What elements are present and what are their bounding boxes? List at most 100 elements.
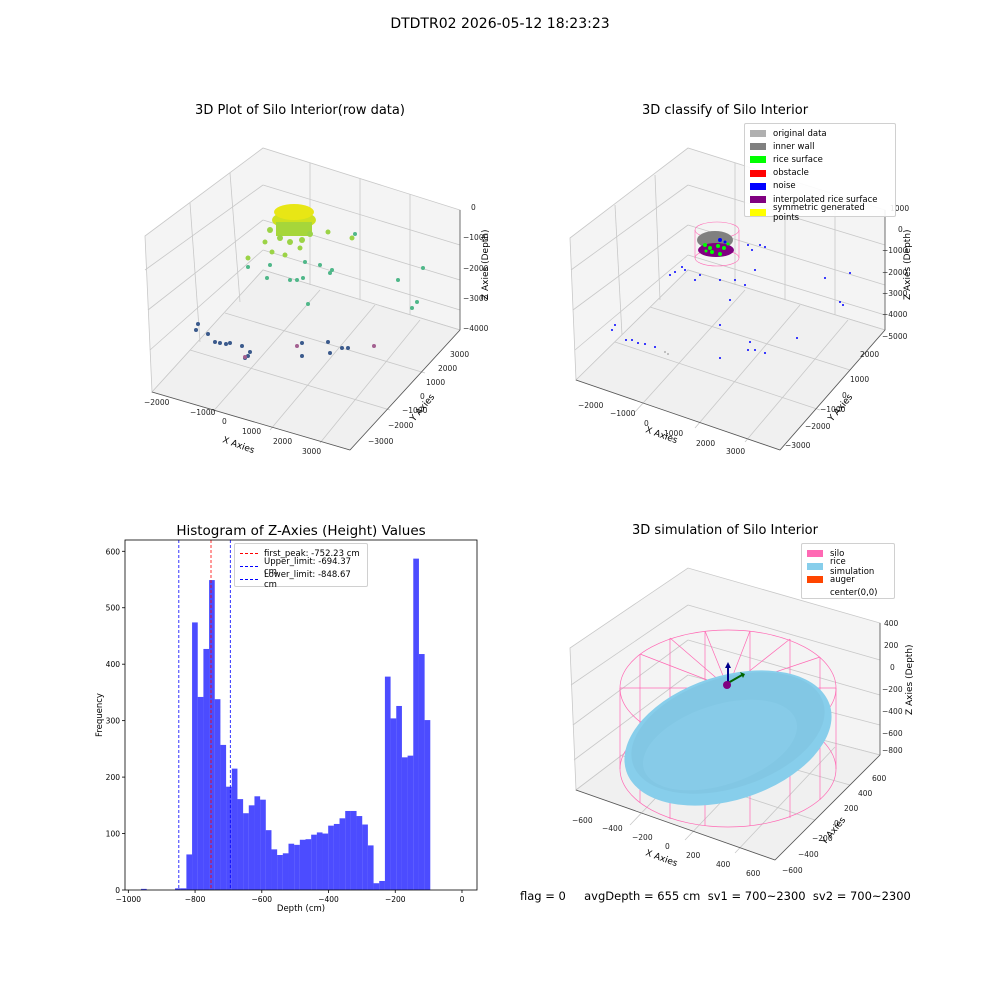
legend-swatch bbox=[807, 550, 823, 558]
legend-item: Upper_limit: -694.37 cm bbox=[240, 557, 362, 577]
histogram-bar bbox=[141, 888, 147, 890]
classify-ztick: 0 bbox=[898, 225, 903, 234]
histogram-bar bbox=[373, 883, 380, 890]
raw-ytick: −3000 bbox=[368, 437, 394, 446]
histogram-bar bbox=[248, 805, 255, 890]
histogram-bar bbox=[186, 854, 193, 890]
histogram-xtick-label: 0 bbox=[460, 895, 465, 904]
histogram-bar bbox=[237, 799, 244, 890]
histogram-ylabel: Frequency bbox=[95, 693, 105, 737]
simulation-ytick: 200 bbox=[844, 804, 859, 813]
histogram-bar bbox=[214, 699, 221, 890]
raw-scatter-points bbox=[246, 232, 425, 310]
histogram-ytick-label: 100 bbox=[106, 830, 121, 839]
legend-swatch bbox=[750, 182, 766, 190]
simulation-panel-title: 3D simulation of Silo Interior bbox=[632, 523, 818, 538]
histogram-bar bbox=[299, 839, 306, 890]
histogram-ytick-label: 600 bbox=[106, 547, 121, 556]
simulation-ytick: −200 bbox=[812, 834, 833, 843]
raw-panel-title: 3D Plot of Silo Interior(row data) bbox=[195, 103, 405, 118]
histogram-bar bbox=[345, 810, 351, 890]
classify-ztick: −1000 bbox=[882, 246, 908, 255]
histogram-xtick-label: −1000 bbox=[116, 895, 142, 904]
simulation-xtick: −600 bbox=[572, 816, 593, 825]
simulation-ytick: 600 bbox=[872, 774, 887, 783]
legend-item: first_peak: -752.23 cm bbox=[240, 547, 362, 560]
histogram-bar bbox=[260, 799, 266, 890]
legend-item: rice simulation bbox=[807, 557, 889, 577]
classify-ytick: −1000 bbox=[820, 405, 846, 414]
raw-ytick: −2000 bbox=[388, 421, 414, 430]
classify-ztick: 1000 bbox=[890, 204, 909, 213]
histogram-bar bbox=[396, 705, 402, 890]
classify-xtick: 3000 bbox=[726, 447, 745, 456]
legend-line bbox=[240, 553, 258, 555]
classify-ytick: 1000 bbox=[850, 375, 869, 384]
raw-3d-plot: −2000 −1000 0 1000 2000 3000 3000 2000 1… bbox=[144, 147, 491, 456]
legend-item: auger bbox=[807, 573, 889, 586]
histogram-bar bbox=[226, 786, 232, 890]
histogram-ytick-label: 300 bbox=[106, 717, 121, 726]
histogram-bar bbox=[333, 823, 340, 890]
legend-item: noise bbox=[750, 180, 890, 193]
histogram-bar bbox=[265, 830, 272, 890]
classify-xtick: 0 bbox=[644, 419, 649, 428]
raw-ztick: −3000 bbox=[463, 294, 489, 303]
histogram-bar bbox=[328, 825, 334, 890]
raw-xtick: −2000 bbox=[144, 398, 170, 407]
histogram-xtick-label: −200 bbox=[385, 895, 406, 904]
histogram-ytick-label: 500 bbox=[106, 604, 121, 613]
legend-item: Lower_limit: -848.67 cm bbox=[240, 570, 362, 590]
histogram-bar bbox=[231, 768, 238, 890]
classify-ztick: −4000 bbox=[882, 310, 908, 319]
classify-xtick: 2000 bbox=[696, 439, 715, 448]
histogram-bar bbox=[339, 818, 346, 890]
histogram-bar bbox=[288, 843, 295, 890]
simulation-xtick: 0 bbox=[665, 842, 670, 851]
histogram-bar bbox=[367, 845, 374, 890]
legend-line bbox=[240, 566, 258, 568]
histogram-bar bbox=[175, 888, 181, 890]
classify-xtick: −1000 bbox=[610, 409, 636, 418]
histogram-ytick-label: 0 bbox=[115, 886, 120, 895]
histogram-frame bbox=[124, 539, 478, 891]
histogram-title: Histogram of Z-Axies (Height) Values bbox=[176, 523, 426, 539]
histogram-bar bbox=[243, 813, 249, 890]
legend-item: original data bbox=[750, 127, 890, 140]
simulation-xlabel: X Axies bbox=[644, 848, 679, 869]
simulation-ztick: 400 bbox=[884, 619, 899, 628]
histogram-bar bbox=[418, 654, 425, 890]
simulation-ztick: −400 bbox=[882, 707, 903, 716]
histogram-bar bbox=[424, 720, 431, 890]
raw-ztick: −1000 bbox=[463, 233, 489, 242]
histogram-bar bbox=[356, 816, 363, 890]
simulation-legend: silo rice simulation auger center(0,0) bbox=[801, 543, 895, 599]
raw-xtick: −1000 bbox=[190, 408, 216, 417]
simulation-ztick: −800 bbox=[882, 746, 903, 755]
raw-ztick: 0 bbox=[471, 203, 476, 212]
legend-item: obstacle bbox=[750, 167, 890, 180]
classify-ytick: 2000 bbox=[860, 350, 879, 359]
simulation-ytick: 400 bbox=[858, 789, 873, 798]
simulation-ztick: 200 bbox=[884, 641, 899, 650]
raw-xtick: 0 bbox=[222, 417, 227, 426]
histogram-bar bbox=[413, 558, 419, 890]
histogram-bar bbox=[322, 833, 329, 890]
histogram-ytick-label: 400 bbox=[106, 660, 121, 669]
classify-ztick: −2000 bbox=[882, 268, 908, 277]
figure-title: DTDTR02 2026-05-12 18:23:23 bbox=[390, 16, 610, 32]
histogram-bar bbox=[350, 810, 357, 890]
classify-panel-title: 3D classify of Silo Interior bbox=[641, 103, 809, 118]
legend-swatch bbox=[750, 130, 766, 138]
simulation-ytick: −600 bbox=[782, 866, 803, 875]
histogram-bar bbox=[311, 834, 317, 890]
raw-xtick: 1000 bbox=[242, 427, 261, 436]
classify-ytick: −2000 bbox=[805, 422, 831, 431]
simulation-xtick: 200 bbox=[686, 851, 701, 860]
legend-swatch bbox=[750, 209, 766, 217]
legend-item: symmetric generated points bbox=[750, 203, 890, 223]
raw-ytick: 2000 bbox=[438, 364, 457, 373]
histogram-bar bbox=[254, 796, 261, 890]
raw-ztick: −2000 bbox=[463, 264, 489, 273]
histogram-chart: −1000 −800 −600 −400 −200 0 0 100 200 300 400 500 6… bbox=[95, 539, 478, 914]
